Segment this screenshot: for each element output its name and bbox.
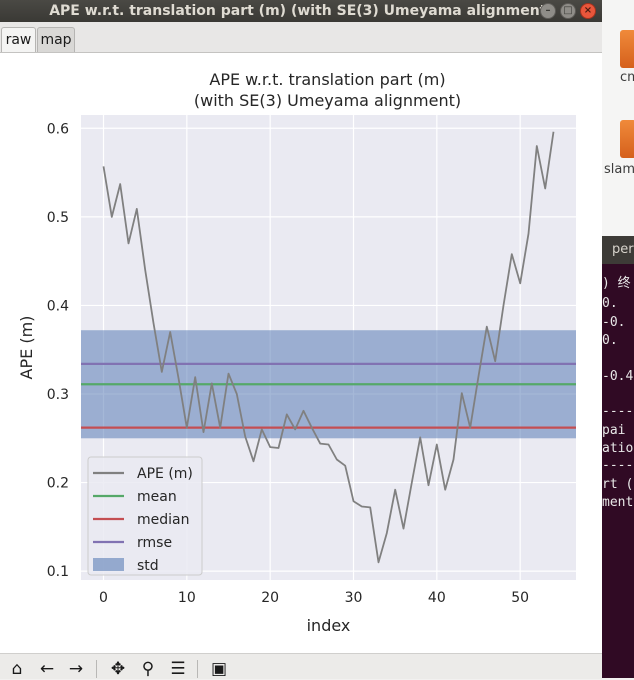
toolbar-separator: [197, 660, 198, 678]
tab-map[interactable]: map: [37, 27, 75, 52]
configure-subplots-icon[interactable]: ☰: [170, 659, 186, 679]
navigation-toolbar: ⌂ ← → ✥ ⚲ ☰ ▣: [0, 653, 602, 679]
y-tick-label: 0.4: [47, 298, 69, 314]
figure-canvas[interactable]: 0 10 20 30 40 50 0.1 0.2 0.3 0.4 0.5 0.6 APE w.r.t. …: [0, 53, 602, 653]
desktop-label: cm: [620, 70, 634, 85]
legend-label: median: [137, 512, 189, 528]
legend-swatch: [93, 558, 124, 571]
desktop-area: cm slam: [602, 0, 634, 236]
terminal-line: ment: [602, 495, 634, 510]
y-tick-label: 0.5: [47, 210, 69, 226]
y-axis-label: APE (m): [17, 316, 36, 380]
x-axis-label: index: [307, 616, 351, 635]
terminal-line: -0.: [602, 315, 626, 330]
legend-label: APE (m): [137, 466, 193, 482]
legend-label: std: [137, 558, 159, 574]
minimize-button[interactable]: –: [540, 3, 556, 19]
chart-subtitle: (with SE(3) Umeyama alignment): [194, 91, 461, 110]
x-tick-label: 40: [428, 590, 446, 606]
terminal-line: ----: [602, 458, 634, 473]
zoom-icon[interactable]: ⚲: [141, 659, 155, 679]
y-tick-label: 0.6: [47, 121, 69, 137]
terminal-line: ) 终: [602, 276, 631, 291]
ape-plot: 0 10 20 30 40 50 0.1 0.2 0.3 0.4 0.5 0.6 APE w.r.t. …: [17, 70, 576, 635]
back-icon[interactable]: ←: [39, 659, 55, 679]
x-tick-label: 10: [178, 590, 196, 606]
toolbar-separator: [96, 660, 97, 678]
legend-label: mean: [137, 489, 177, 505]
legend-box: [87, 456, 203, 576]
x-tick-label: 20: [261, 590, 279, 606]
background-windows: cm slam per ) 终 0. -0. 0. -0.4 ---- pai …: [602, 0, 634, 678]
terminal-line: 0.: [602, 296, 618, 311]
folder-icon[interactable]: [620, 30, 634, 68]
legend-label: rmse: [137, 535, 172, 551]
folder-icon[interactable]: [620, 120, 634, 158]
terminal-line: rt (: [602, 477, 634, 492]
x-tick-label: 30: [345, 590, 363, 606]
minimize-icon: –: [545, 5, 551, 16]
x-tick-label: 50: [511, 590, 529, 606]
home-icon[interactable]: ⌂: [11, 659, 23, 679]
maximize-icon: □: [563, 5, 573, 16]
y-tick-label: 0.2: [47, 476, 69, 492]
ape-series-line: [102, 131, 555, 564]
terminal-window: per ) 终 0. -0. 0. -0.4 ---- pai atio ---…: [602, 236, 634, 678]
chart-title: APE w.r.t. translation part (m): [209, 70, 445, 89]
terminal-title: per: [602, 236, 634, 264]
forward-icon[interactable]: →: [68, 659, 84, 679]
tab-bar: raw map: [0, 22, 602, 53]
terminal-line: pai: [602, 423, 626, 438]
tab-raw[interactable]: raw: [1, 27, 36, 52]
window-titlebar: APE w.r.t. translation part (m) (with SE…: [0, 0, 602, 22]
x-tick-label: 0: [99, 590, 108, 606]
terminal-line: -0.4: [602, 369, 634, 384]
pan-icon[interactable]: ✥: [110, 659, 126, 679]
save-icon[interactable]: ▣: [210, 659, 228, 679]
desktop-label: slam: [604, 162, 634, 177]
close-icon: ×: [583, 5, 593, 16]
terminal-line: ----: [602, 404, 634, 419]
close-button[interactable]: ×: [580, 3, 596, 19]
terminal-line: 0.: [602, 333, 618, 348]
y-tick-label: 0.3: [47, 387, 69, 403]
y-tick-label: 0.1: [47, 564, 69, 580]
window-title: APE w.r.t. translation part (m) (with SE…: [49, 3, 553, 19]
terminal-line: atio: [602, 441, 634, 456]
maximize-button[interactable]: □: [560, 3, 576, 19]
